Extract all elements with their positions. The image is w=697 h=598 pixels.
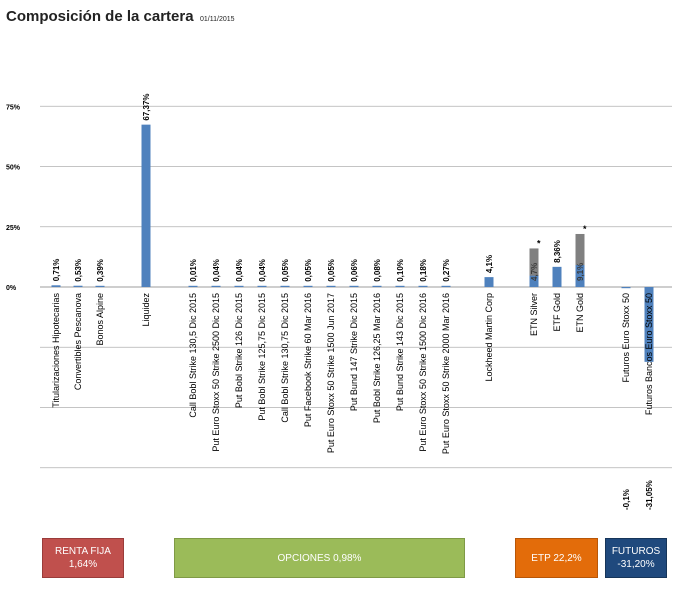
category-label: Futuros Bancos Euro Stoxx 50 bbox=[644, 293, 654, 415]
chart-svg: 75% 50% 25% 0% 0,71% Titularizaciones Hipotec… bbox=[6, 93, 672, 510]
value-label: 0,10% bbox=[396, 259, 405, 282]
value-label: 0,71% bbox=[52, 259, 61, 282]
value-label: 0,05% bbox=[304, 259, 313, 282]
chart-title-block: Composición de la cartera 01/11/2015 bbox=[6, 8, 235, 26]
y-tick-label: 50% bbox=[6, 165, 21, 172]
group-label-etp: ETP 22,2% bbox=[531, 552, 582, 564]
bar bbox=[372, 285, 382, 287]
value-label: 0,01% bbox=[189, 259, 198, 282]
overlay-bar bbox=[575, 233, 585, 287]
category-label: Bonos Alpine bbox=[95, 293, 105, 346]
asterisk-mark: * bbox=[537, 238, 541, 248]
bar bbox=[575, 265, 585, 287]
group-box-opciones: OPCIONES 0,98% bbox=[174, 538, 465, 578]
category-label: Put Bund 147 Strike Dic 2015 bbox=[349, 293, 359, 411]
bar bbox=[644, 287, 654, 362]
group-value-futuros: -31,20% bbox=[617, 559, 655, 570]
bar bbox=[621, 287, 631, 289]
category-label: Liquidez bbox=[141, 293, 151, 327]
category-label: Put Euro Stoxx 50 Strike 1500 Jun 2017 bbox=[326, 293, 336, 453]
bar bbox=[552, 266, 562, 287]
bar bbox=[395, 285, 405, 287]
value-label: 9,1% bbox=[576, 263, 585, 281]
value-label: 0,08% bbox=[373, 259, 382, 282]
bar bbox=[529, 275, 539, 287]
value-label: 67,37% bbox=[142, 93, 151, 120]
category-label: Put Bobl Strike 125,75 Dic 2015 bbox=[257, 293, 267, 421]
value-label: 0,05% bbox=[327, 259, 336, 282]
value-label: 0,27% bbox=[442, 259, 451, 282]
bar bbox=[234, 285, 244, 287]
bar bbox=[326, 285, 336, 287]
chart-title: Composición de la cartera bbox=[6, 8, 194, 25]
value-label: 0,05% bbox=[281, 259, 290, 282]
asterisk-mark: * bbox=[583, 224, 587, 234]
category-label: Put Bobl Strike 126 Dic 2015 bbox=[234, 293, 244, 408]
category-label: ETN Silver bbox=[529, 293, 539, 336]
value-label: -31,05% bbox=[645, 480, 654, 510]
bar bbox=[303, 285, 313, 287]
group-label-futuros: FUTUROS bbox=[611, 546, 661, 557]
y-tick-label: 0% bbox=[6, 285, 17, 292]
overlay-bar bbox=[529, 248, 539, 287]
category-label: Put Euro Stoxx 50 Strike 2000 Mar 2016 bbox=[441, 293, 451, 454]
category-label: ETF Gold bbox=[552, 293, 562, 332]
group-box-renta-fija: RENTA FIJA 1,64% bbox=[42, 538, 124, 578]
y-tick-label: 75% bbox=[6, 104, 21, 111]
value-label: 4,1% bbox=[485, 255, 494, 273]
group-box-futuros: FUTUROS -31,20% bbox=[605, 538, 667, 578]
value-label: 8,36% bbox=[553, 240, 562, 263]
bar bbox=[95, 285, 105, 287]
value-label: 0,06% bbox=[350, 259, 359, 282]
y-tick-label: 25% bbox=[6, 225, 21, 232]
category-label: Put Bund Strike 143 Dic 2015 bbox=[395, 293, 405, 411]
group-value-renta-fija: 1,64% bbox=[68, 559, 98, 570]
value-label: -0,1% bbox=[622, 489, 631, 510]
bar bbox=[484, 277, 494, 287]
value-label: 0,53% bbox=[74, 259, 83, 282]
bar bbox=[51, 285, 61, 287]
value-label: 0,04% bbox=[212, 259, 221, 282]
group-label-opciones: OPCIONES 0,98% bbox=[277, 552, 362, 564]
bar bbox=[280, 285, 290, 287]
category-label: Call Bobl Strike 130,5 Dic 2015 bbox=[188, 293, 198, 418]
bar bbox=[257, 285, 267, 287]
category-label: ETN Gold bbox=[575, 293, 585, 333]
group-label-renta-fija: RENTA FIJA bbox=[55, 546, 111, 557]
bar bbox=[141, 124, 151, 287]
value-label: 0,04% bbox=[235, 259, 244, 282]
category-label: Titularizaciones Hipotecarias bbox=[51, 293, 61, 408]
bar bbox=[349, 285, 359, 287]
bar bbox=[211, 285, 221, 287]
bar bbox=[418, 285, 428, 287]
bar bbox=[188, 285, 198, 287]
category-label: Lockheed Martin Corp bbox=[484, 293, 494, 382]
category-label: Put Bobl Strike 126,25 Mar 2016 bbox=[372, 293, 382, 423]
group-box-etp: ETP 22,2% bbox=[515, 538, 598, 578]
bar bbox=[73, 285, 83, 287]
value-label: 0,18% bbox=[419, 259, 428, 282]
chart-date: 01/11/2015 bbox=[200, 16, 235, 23]
value-label: 4,7% bbox=[530, 263, 539, 281]
bar bbox=[441, 285, 451, 287]
value-label: 0,04% bbox=[258, 259, 267, 282]
value-label: 0,39% bbox=[96, 259, 105, 282]
category-label: Put Euro Stoxx 50 Strike 1500 Dic 2016 bbox=[418, 293, 428, 452]
category-label: Put Facebook Strike 60 Mar 2016 bbox=[303, 293, 313, 427]
category-label: Call Bobl Strike 130,75 Dic 2015 bbox=[280, 293, 290, 423]
category-label: Convertibles Pescanova bbox=[73, 293, 83, 390]
category-label: Futuros Euro Stoxx 50 bbox=[621, 293, 631, 383]
category-label: Put Euro Stoxx 50 Strike 2500 Dic 2015 bbox=[211, 293, 221, 452]
